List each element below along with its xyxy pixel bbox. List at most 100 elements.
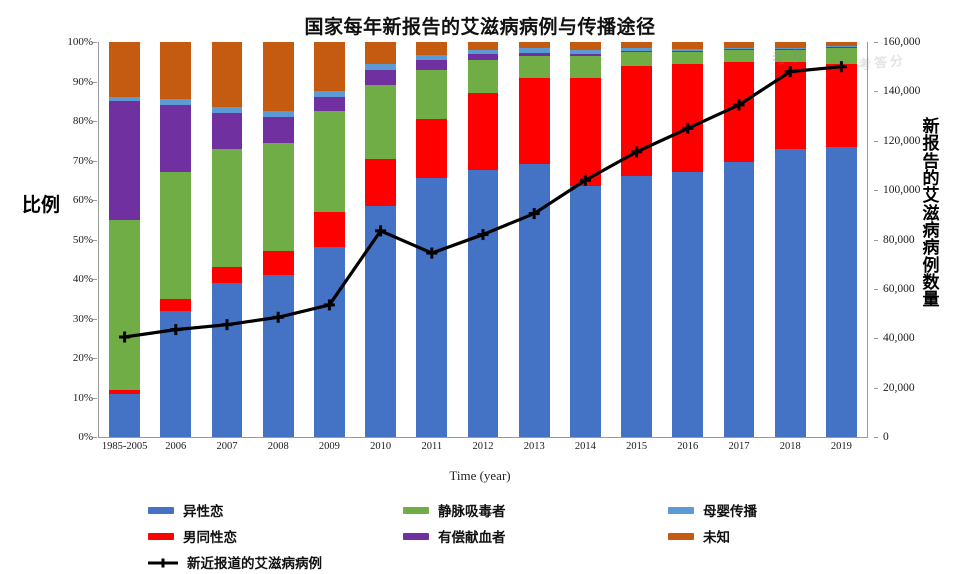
stacked-bar[interactable] xyxy=(518,42,550,437)
bar-segment-mother-to-child[interactable] xyxy=(518,47,550,53)
bar-segment-msm[interactable] xyxy=(518,77,550,165)
bar-segment-unknown[interactable] xyxy=(467,42,499,50)
bar-segment-msm[interactable] xyxy=(416,119,448,179)
legend-item-heterosexual[interactable]: 异性恋 xyxy=(148,500,224,520)
bar-segment-unknown[interactable] xyxy=(621,42,652,48)
bar-segment-unknown[interactable] xyxy=(365,42,396,64)
bar-segment-msm[interactable] xyxy=(672,63,704,173)
bar-segment-injection-drug-users[interactable] xyxy=(518,55,550,78)
bar-segment-unknown[interactable] xyxy=(160,42,192,100)
bar-segment-mother-to-child[interactable] xyxy=(211,107,243,114)
bar-segment-mother-to-child[interactable] xyxy=(621,47,652,51)
bar-segment-msm[interactable] xyxy=(621,65,652,177)
bar-segment-heterosexual[interactable] xyxy=(518,164,550,437)
bar-segment-injection-drug-users[interactable] xyxy=(109,219,140,390)
legend-item-injection-drug-users[interactable]: 静脉吸毒者 xyxy=(403,500,506,520)
bar-segment-injection-drug-users[interactable] xyxy=(467,59,499,94)
stacked-bar[interactable] xyxy=(774,42,806,437)
bar-segment-unknown[interactable] xyxy=(774,42,806,48)
bar-segment-heterosexual[interactable] xyxy=(416,178,448,437)
bar-segment-paid-blood-donors[interactable] xyxy=(774,49,806,50)
bar-segment-paid-blood-donors[interactable] xyxy=(416,59,448,70)
bar-segment-mother-to-child[interactable] xyxy=(467,49,499,54)
bar-segment-heterosexual[interactable] xyxy=(467,170,499,437)
stacked-bar[interactable] xyxy=(826,42,857,437)
bar-segment-heterosexual[interactable] xyxy=(774,148,806,437)
bar-segment-unknown[interactable] xyxy=(672,42,704,49)
stacked-bar[interactable] xyxy=(160,42,192,437)
stacked-bar[interactable] xyxy=(262,42,294,437)
bar-segment-msm[interactable] xyxy=(467,93,499,171)
stacked-bar[interactable] xyxy=(467,42,499,437)
bar-segment-paid-blood-donors[interactable] xyxy=(211,113,243,149)
bar-segment-unknown[interactable] xyxy=(109,42,140,98)
bar-segment-mother-to-child[interactable] xyxy=(672,48,704,51)
bar-segment-unknown[interactable] xyxy=(262,42,294,112)
stacked-bar[interactable] xyxy=(211,42,243,437)
bar-segment-heterosexual[interactable] xyxy=(621,176,652,437)
bar-segment-injection-drug-users[interactable] xyxy=(365,85,396,159)
bar-segment-heterosexual[interactable] xyxy=(672,172,704,437)
bar-segment-msm[interactable] xyxy=(570,77,601,187)
bar-segment-injection-drug-users[interactable] xyxy=(416,69,448,120)
bar-segment-injection-drug-users[interactable] xyxy=(672,51,704,64)
stacked-bar[interactable] xyxy=(621,42,652,437)
bar-segment-msm[interactable] xyxy=(774,61,806,149)
legend-item-paid-blood-donors[interactable]: 有偿献血者 xyxy=(403,526,506,546)
bar-segment-mother-to-child[interactable] xyxy=(570,49,601,55)
bar-segment-paid-blood-donors[interactable] xyxy=(365,69,396,86)
bar-segment-msm[interactable] xyxy=(826,63,857,147)
bar-segment-paid-blood-donors[interactable] xyxy=(621,50,652,52)
bar-segment-msm[interactable] xyxy=(314,211,345,248)
bar-segment-unknown[interactable] xyxy=(416,42,448,56)
bar-segment-injection-drug-users[interactable] xyxy=(723,49,755,62)
bar-segment-paid-blood-donors[interactable] xyxy=(467,53,499,60)
bar-segment-mother-to-child[interactable] xyxy=(365,63,396,70)
bar-segment-heterosexual[interactable] xyxy=(211,282,243,437)
bar-segment-msm[interactable] xyxy=(160,298,192,311)
stacked-bar[interactable] xyxy=(365,42,396,437)
bar-segment-injection-drug-users[interactable] xyxy=(314,111,345,212)
bar-segment-injection-drug-users[interactable] xyxy=(826,47,857,64)
stacked-bar[interactable] xyxy=(109,42,140,437)
bar-segment-paid-blood-donors[interactable] xyxy=(109,101,140,220)
stacked-bar[interactable] xyxy=(723,42,755,437)
bar-segment-unknown[interactable] xyxy=(723,42,755,48)
bar-segment-paid-blood-donors[interactable] xyxy=(314,97,345,112)
bar-segment-mother-to-child[interactable] xyxy=(723,47,755,50)
bar-segment-mother-to-child[interactable] xyxy=(109,97,140,102)
bar-segment-msm[interactable] xyxy=(109,389,140,394)
legend-item-newly-reported-cases[interactable]: 新近报道的艾滋病病例 xyxy=(148,552,322,572)
bar-segment-mother-to-child[interactable] xyxy=(416,55,448,60)
bar-segment-injection-drug-users[interactable] xyxy=(621,51,652,66)
bar-segment-injection-drug-users[interactable] xyxy=(570,55,601,78)
bar-segment-mother-to-child[interactable] xyxy=(774,47,806,50)
bar-segment-heterosexual[interactable] xyxy=(826,146,857,437)
bar-segment-paid-blood-donors[interactable] xyxy=(570,54,601,56)
stacked-bar[interactable] xyxy=(672,42,704,437)
bar-segment-msm[interactable] xyxy=(211,267,243,283)
bar-segment-injection-drug-users[interactable] xyxy=(262,142,294,252)
bar-segment-heterosexual[interactable] xyxy=(570,186,601,437)
bar-segment-unknown[interactable] xyxy=(314,42,345,92)
bar-segment-unknown[interactable] xyxy=(570,42,601,50)
legend-item-mother-to-child[interactable]: 母婴传播 xyxy=(668,500,757,520)
bar-segment-unknown[interactable] xyxy=(826,42,857,46)
bar-segment-msm[interactable] xyxy=(365,158,396,206)
bar-segment-mother-to-child[interactable] xyxy=(262,111,294,118)
bar-segment-heterosexual[interactable] xyxy=(365,205,396,437)
bar-segment-heterosexual[interactable] xyxy=(314,247,345,437)
bar-segment-mother-to-child[interactable] xyxy=(826,45,857,48)
legend-item-unknown[interactable]: 未知 xyxy=(668,526,730,546)
bar-segment-injection-drug-users[interactable] xyxy=(774,49,806,62)
stacked-bar[interactable] xyxy=(314,42,345,437)
stacked-bar[interactable] xyxy=(570,42,601,437)
bar-segment-paid-blood-donors[interactable] xyxy=(160,105,192,173)
bar-segment-paid-blood-donors[interactable] xyxy=(262,117,294,143)
bar-segment-msm[interactable] xyxy=(723,61,755,163)
bar-segment-paid-blood-donors[interactable] xyxy=(723,49,755,50)
stacked-bar[interactable] xyxy=(416,42,448,437)
bar-segment-mother-to-child[interactable] xyxy=(314,91,345,98)
bar-segment-msm[interactable] xyxy=(262,251,294,276)
legend-item-msm[interactable]: 男同性恋 xyxy=(148,526,237,546)
